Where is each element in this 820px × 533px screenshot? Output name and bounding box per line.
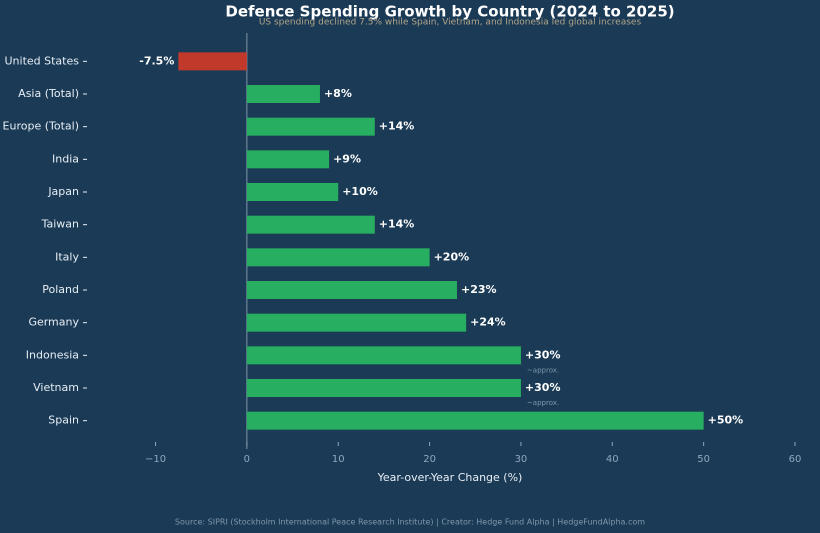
value-label: +30%: [525, 348, 561, 361]
y-tick-label: India: [52, 152, 79, 165]
value-label: +50%: [708, 414, 744, 427]
bar: [246, 215, 375, 234]
value-label: +24%: [470, 316, 506, 329]
bar: [246, 411, 704, 430]
y-tick-label: Taiwan: [41, 218, 79, 231]
bar: [246, 346, 521, 365]
x-axis-label: Year-over-Year Change (%): [377, 471, 523, 484]
value-label: +30%: [525, 381, 561, 394]
value-note: ~approx.: [527, 399, 559, 407]
chart-subtitle: US spending declined 7.5% while Spain, V…: [259, 18, 642, 28]
value-label: +14%: [379, 218, 415, 231]
x-tick-label: 50: [697, 454, 710, 465]
y-tick-label: Spain: [48, 414, 79, 427]
y-tick-label: Europe (Total): [3, 120, 79, 133]
y-tick-label: Asia (Total): [18, 87, 79, 100]
bar: [246, 379, 521, 397]
y-tick-label: Japan: [47, 185, 79, 198]
y-tick-label: Italy: [55, 250, 79, 263]
value-label: +9%: [333, 152, 361, 165]
y-tick-label: Poland: [42, 283, 79, 296]
y-tick-label: Indonesia: [26, 348, 79, 361]
bar: [178, 52, 247, 71]
x-tick-label: 60: [789, 454, 802, 465]
value-label: +14%: [379, 120, 415, 133]
y-tick-label: United States: [5, 54, 80, 67]
value-note: ~approx.: [527, 366, 559, 374]
bar: [246, 150, 330, 169]
x-tick-label: 20: [423, 454, 436, 465]
chart-title: Defence Spending Growth by Country (2024…: [225, 3, 674, 21]
value-label: +10%: [342, 185, 378, 198]
bar: [246, 313, 467, 332]
value-label: -7.5%: [139, 54, 174, 67]
value-label: +8%: [324, 87, 352, 100]
bar: [246, 281, 457, 299]
value-label: +20%: [434, 250, 470, 263]
y-tick-label: Germany: [28, 316, 79, 329]
bar: [246, 183, 339, 201]
x-tick-label: 0: [244, 454, 250, 465]
y-tick-label: Vietnam: [33, 381, 79, 394]
x-tick-label: −10: [145, 454, 166, 465]
x-tick-label: 30: [515, 454, 528, 465]
bar: [246, 117, 375, 136]
source-note: Source: SIPRI (Stockholm International P…: [175, 518, 645, 527]
x-tick-label: 10: [332, 454, 345, 465]
bar: [246, 248, 430, 267]
x-tick-label: 40: [606, 454, 619, 465]
value-label: +23%: [461, 283, 497, 296]
bar: [246, 85, 320, 103]
